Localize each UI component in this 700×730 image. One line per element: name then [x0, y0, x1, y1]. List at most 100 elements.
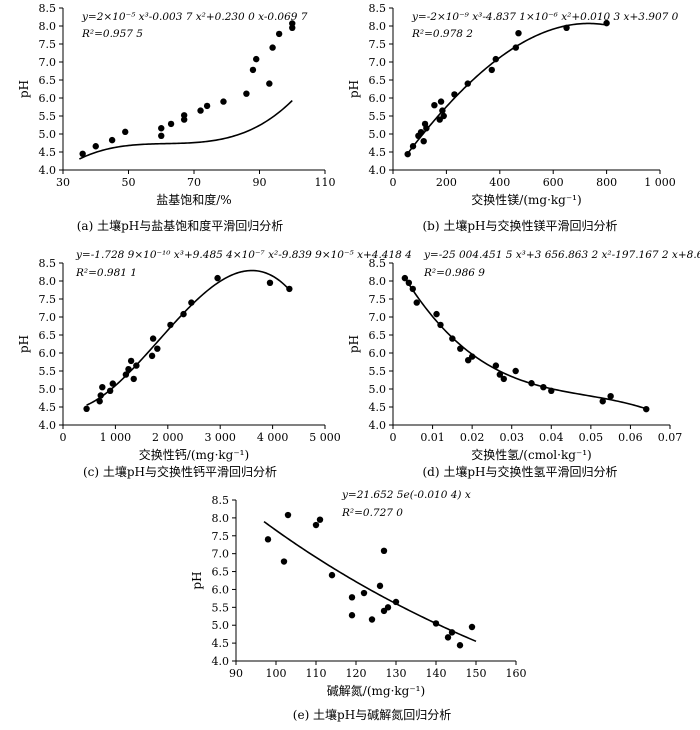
data-point	[96, 398, 103, 405]
data-point	[468, 353, 476, 360]
y-tick-label: 8.5	[212, 494, 230, 507]
data-point	[79, 150, 86, 157]
x-axis-label: 交换性钙/(mg·kg⁻¹)	[139, 447, 249, 462]
data-point	[433, 310, 440, 318]
data-point	[83, 405, 90, 412]
data-point	[348, 594, 356, 601]
y-tick-label: 8.0	[369, 275, 387, 288]
y-tick-label: 8.5	[39, 2, 57, 15]
x-axis-label: 碱解氮/(mg·kg⁻¹)	[327, 683, 425, 698]
data-point	[275, 30, 283, 38]
data-point	[280, 558, 288, 565]
x-tick-label: 5 000	[309, 431, 341, 444]
data-point	[515, 30, 522, 37]
data-point	[432, 620, 440, 627]
x-tick-label: 120	[346, 667, 367, 680]
data-point	[420, 138, 427, 145]
x-tick-label: 4 000	[257, 431, 289, 444]
data-point	[158, 132, 165, 139]
data-point	[563, 24, 570, 31]
data-point	[417, 129, 425, 136]
y-tick-label: 4.0	[39, 164, 57, 177]
fit-curve	[404, 277, 647, 410]
data-point	[122, 128, 129, 136]
x-tick-label: 0	[390, 176, 397, 189]
y-axis-label: pH	[17, 80, 31, 98]
data-point	[512, 44, 520, 51]
y-tick-label: 6.0	[39, 92, 57, 105]
data-point	[99, 384, 106, 391]
chart-c: 4.0 4.5 5.0 5.5 6.0 6.5 7.0 7.5 8.0 8.5 0 1 000 2 00…	[17, 249, 412, 479]
data-point	[528, 380, 535, 387]
y-tick-label: 7.5	[369, 38, 387, 51]
y-tick-label: 4.0	[369, 419, 387, 432]
data-point	[108, 136, 116, 144]
data-point	[188, 299, 195, 306]
data-point	[316, 516, 324, 523]
data-point	[457, 345, 464, 352]
regression-equation: y=-1.728 9×10⁻¹⁰ x³+9.485 4×10⁻⁷ x²-9.83…	[75, 249, 412, 261]
y-tick-label: 7.0	[369, 56, 387, 69]
regression-equation: y=21.652 5e(-0.010 4) x	[341, 489, 471, 501]
data-point	[180, 310, 187, 318]
y-tick-label: 7.5	[39, 293, 57, 306]
data-point	[456, 642, 464, 649]
data-point	[289, 20, 296, 27]
data-point	[409, 143, 417, 150]
y-tick-label: 6.5	[39, 74, 57, 87]
y-tick-label: 5.5	[369, 110, 387, 123]
x-tick-label: 800	[596, 176, 617, 189]
y-tick-label: 4.0	[369, 164, 387, 177]
x-tick-label: 0.06	[618, 431, 643, 444]
y-axis-label: pH	[347, 335, 361, 353]
x-tick-label: 0	[60, 431, 67, 444]
y-tick-label: 6.0	[39, 347, 57, 360]
data-point	[392, 598, 400, 606]
x-tick-label: 2 000	[152, 431, 184, 444]
y-tick-label: 6.5	[369, 329, 387, 342]
data-point	[154, 345, 161, 352]
data-point	[269, 44, 276, 51]
data-point	[448, 629, 456, 636]
data-point	[409, 285, 416, 293]
data-point	[167, 120, 175, 128]
x-axis-label: 盐基饱和度/%	[156, 192, 231, 207]
data-point	[133, 362, 140, 369]
y-tick-label: 6.5	[39, 329, 57, 342]
y-tick-label: 5.0	[39, 128, 57, 141]
x-tick-label: 0.02	[460, 431, 485, 444]
data-point	[214, 274, 221, 282]
data-point	[603, 19, 610, 27]
data-point	[312, 521, 320, 529]
data-point	[284, 511, 292, 519]
data-point	[106, 387, 114, 394]
chart-e: 4.0 4.5 5.0 5.5 6.0 6.5 7.0 7.5 8.0 8.5 90 100 110 12…	[190, 489, 527, 722]
x-tick-label: 400	[489, 176, 510, 189]
y-tick-label: 6.0	[212, 583, 230, 596]
data-point	[180, 112, 188, 119]
panel-caption: (a) 土壤pH与盐基饱和度平滑回归分析	[77, 218, 283, 233]
r-squared: R²=0.978 2	[411, 28, 473, 40]
chart-b: 4.0 4.5 5.0 5.5 6.0 6.5 7.0 7.5 8.0 8.5 0 200 400 600…	[347, 2, 679, 233]
y-tick-label: 4.0	[39, 419, 57, 432]
data-point	[380, 547, 388, 555]
panel-caption: (d) 土壤pH与交换性氢平滑回归分析	[422, 464, 617, 479]
y-tick-label: 6.5	[369, 74, 387, 87]
data-point	[444, 634, 452, 641]
data-point	[405, 279, 413, 286]
x-tick-label: 0.03	[499, 431, 524, 444]
data-point	[286, 285, 293, 293]
y-tick-label: 8.0	[369, 20, 387, 33]
data-point	[431, 102, 438, 109]
y-axis-label: pH	[190, 571, 204, 589]
y-tick-label: 7.5	[212, 530, 230, 543]
x-tick-label: 110	[306, 667, 327, 680]
data-point	[167, 321, 174, 329]
data-point	[643, 405, 650, 413]
x-tick-label: 130	[386, 667, 407, 680]
r-squared: R²=0.986 9	[423, 267, 485, 279]
y-tick-label: 6.0	[369, 347, 387, 360]
x-axis-label: 交换性氢/(cmol·kg⁻¹)	[471, 447, 591, 462]
data-point	[413, 299, 420, 306]
